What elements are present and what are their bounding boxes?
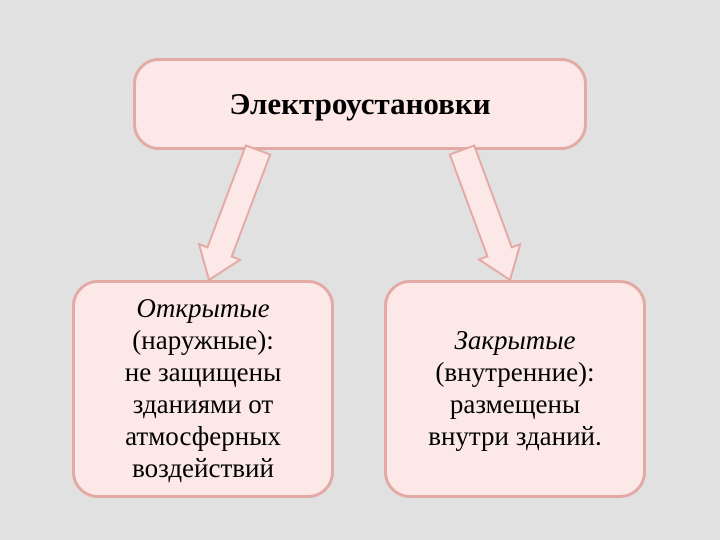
root-node: Электроустановки <box>133 58 587 150</box>
connector-arrow-left <box>188 142 278 288</box>
connector-arrow-right <box>441 142 530 287</box>
child-label-closed: Закрытые <box>454 325 575 357</box>
child-body-open: (наружные):не защищенызданиями отатмосфе… <box>125 325 281 484</box>
child-body-closed: (внутренние):размещенывнутри зданий. <box>428 357 602 453</box>
child-label-open: Открытые <box>136 293 269 325</box>
root-title: Электроустановки <box>229 86 490 122</box>
child-node-closed: Закрытые (внутренние):размещенывнутри зд… <box>384 280 646 498</box>
child-node-open: Открытые (наружные):не защищенызданиями … <box>72 280 334 498</box>
